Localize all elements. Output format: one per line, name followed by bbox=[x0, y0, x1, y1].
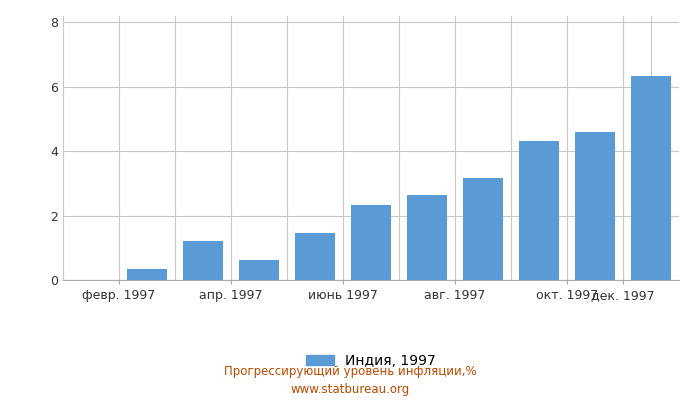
Bar bbox=[519, 141, 559, 280]
Bar bbox=[183, 241, 223, 280]
Bar bbox=[127, 269, 167, 280]
Bar bbox=[407, 195, 447, 280]
Bar bbox=[351, 205, 391, 280]
Bar bbox=[575, 132, 615, 280]
Bar bbox=[463, 178, 503, 280]
Text: Прогрессирующий уровень инфляции,%: Прогрессирующий уровень инфляции,% bbox=[224, 366, 476, 378]
Text: www.statbureau.org: www.statbureau.org bbox=[290, 384, 410, 396]
Legend: Индия, 1997: Индия, 1997 bbox=[300, 348, 442, 373]
Bar bbox=[631, 76, 671, 280]
Bar bbox=[239, 260, 279, 280]
Bar bbox=[295, 233, 335, 280]
